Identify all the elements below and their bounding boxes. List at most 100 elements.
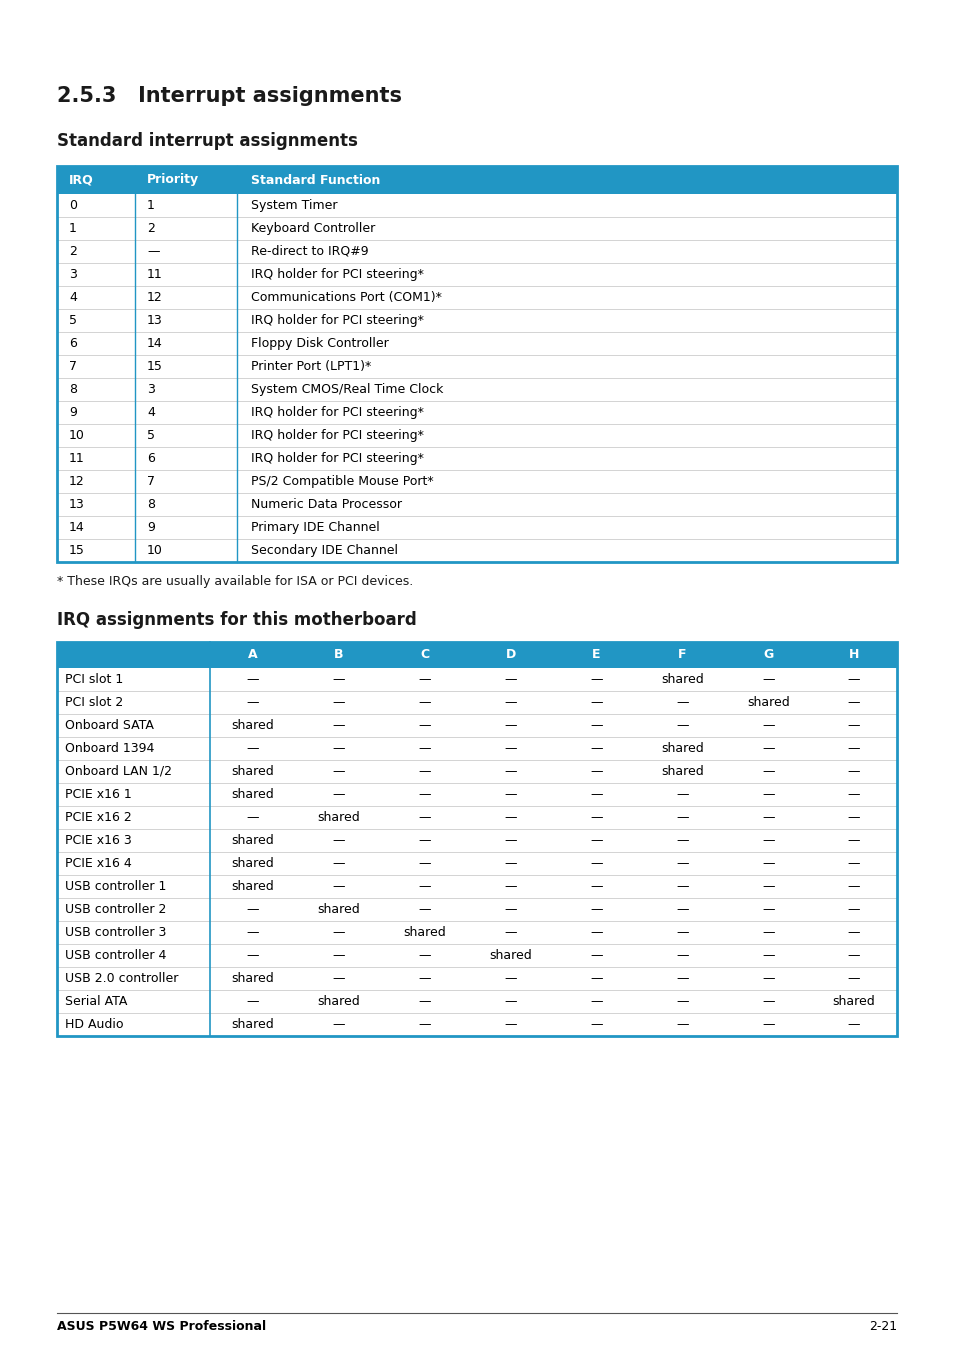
Text: —: —: [247, 948, 259, 962]
Text: —: —: [504, 902, 517, 916]
Bar: [57, 642, 896, 1036]
Text: —: —: [590, 902, 602, 916]
Text: 5: 5: [147, 430, 154, 442]
Text: —: —: [590, 880, 602, 893]
Text: —: —: [504, 994, 517, 1008]
Text: —: —: [676, 902, 688, 916]
Text: 7: 7: [147, 476, 154, 488]
Text: —: —: [590, 696, 602, 709]
Text: —: —: [590, 719, 602, 732]
Text: shared: shared: [232, 971, 274, 985]
Text: —: —: [247, 673, 259, 686]
Text: 15: 15: [147, 359, 163, 373]
Text: 2: 2: [147, 222, 154, 235]
Text: —: —: [418, 811, 431, 824]
Text: —: —: [847, 834, 860, 847]
Text: —: —: [418, 948, 431, 962]
Text: System CMOS/Real Time Clock: System CMOS/Real Time Clock: [251, 382, 443, 396]
Text: USB controller 2: USB controller 2: [65, 902, 166, 916]
Text: 12: 12: [147, 290, 163, 304]
Text: —: —: [418, 1019, 431, 1031]
Text: —: —: [418, 788, 431, 801]
Text: shared: shared: [232, 788, 274, 801]
Text: —: —: [418, 834, 431, 847]
Text: —: —: [333, 765, 345, 778]
Text: —: —: [590, 971, 602, 985]
Text: Printer Port (LPT1)*: Printer Port (LPT1)*: [251, 359, 371, 373]
Text: —: —: [504, 765, 517, 778]
Text: —: —: [590, 1019, 602, 1031]
Text: 14: 14: [147, 336, 163, 350]
Text: —: —: [504, 971, 517, 985]
Text: —: —: [590, 788, 602, 801]
Text: —: —: [504, 673, 517, 686]
Text: —: —: [333, 948, 345, 962]
Text: IRQ holder for PCI steering*: IRQ holder for PCI steering*: [251, 430, 423, 442]
Text: —: —: [504, 1019, 517, 1031]
Text: —: —: [247, 742, 259, 755]
Text: —: —: [676, 925, 688, 939]
Text: shared: shared: [232, 765, 274, 778]
Text: shared: shared: [232, 719, 274, 732]
Text: —: —: [590, 673, 602, 686]
Text: USB controller 1: USB controller 1: [65, 880, 166, 893]
Text: —: —: [504, 696, 517, 709]
Text: 4: 4: [69, 290, 77, 304]
Text: —: —: [504, 857, 517, 870]
Text: 11: 11: [69, 453, 85, 465]
Text: 2-21: 2-21: [868, 1320, 896, 1333]
Text: shared: shared: [317, 811, 360, 824]
Text: —: —: [247, 994, 259, 1008]
Text: —: —: [847, 857, 860, 870]
Text: F: F: [678, 648, 686, 662]
Text: —: —: [418, 719, 431, 732]
Text: —: —: [761, 811, 774, 824]
Text: G: G: [762, 648, 773, 662]
Text: 6: 6: [69, 336, 77, 350]
Text: —: —: [676, 811, 688, 824]
Text: PCIE x16 3: PCIE x16 3: [65, 834, 132, 847]
Text: shared: shared: [660, 673, 703, 686]
Text: —: —: [761, 1019, 774, 1031]
Text: 14: 14: [69, 521, 85, 534]
Text: —: —: [761, 925, 774, 939]
Text: 2: 2: [69, 245, 77, 258]
Text: —: —: [247, 811, 259, 824]
Text: —: —: [418, 902, 431, 916]
Text: Onboard 1394: Onboard 1394: [65, 742, 154, 755]
Text: 9: 9: [147, 521, 154, 534]
Text: —: —: [333, 696, 345, 709]
Text: —: —: [761, 857, 774, 870]
Text: —: —: [333, 834, 345, 847]
Text: —: —: [333, 719, 345, 732]
Text: IRQ holder for PCI steering*: IRQ holder for PCI steering*: [251, 267, 423, 281]
Text: shared: shared: [489, 948, 532, 962]
Text: USB controller 4: USB controller 4: [65, 948, 166, 962]
Text: PCIE x16 2: PCIE x16 2: [65, 811, 132, 824]
Text: —: —: [676, 1019, 688, 1031]
Text: —: —: [761, 742, 774, 755]
Text: —: —: [333, 742, 345, 755]
Text: —: —: [676, 857, 688, 870]
Text: —: —: [761, 971, 774, 985]
Text: 13: 13: [69, 499, 85, 511]
Text: B: B: [334, 648, 343, 662]
Text: —: —: [590, 857, 602, 870]
Text: 6: 6: [147, 453, 154, 465]
Text: shared: shared: [317, 902, 360, 916]
Text: —: —: [847, 719, 860, 732]
Text: Standard interrupt assignments: Standard interrupt assignments: [57, 132, 357, 150]
Text: —: —: [676, 788, 688, 801]
Text: —: —: [590, 925, 602, 939]
Text: C: C: [419, 648, 429, 662]
Text: —: —: [761, 673, 774, 686]
Text: —: —: [333, 880, 345, 893]
Text: —: —: [847, 948, 860, 962]
Text: —: —: [761, 788, 774, 801]
Text: A: A: [248, 648, 257, 662]
Text: IRQ: IRQ: [69, 173, 93, 186]
Text: Primary IDE Channel: Primary IDE Channel: [251, 521, 379, 534]
Text: —: —: [333, 1019, 345, 1031]
Text: —: —: [847, 673, 860, 686]
Text: —: —: [590, 742, 602, 755]
